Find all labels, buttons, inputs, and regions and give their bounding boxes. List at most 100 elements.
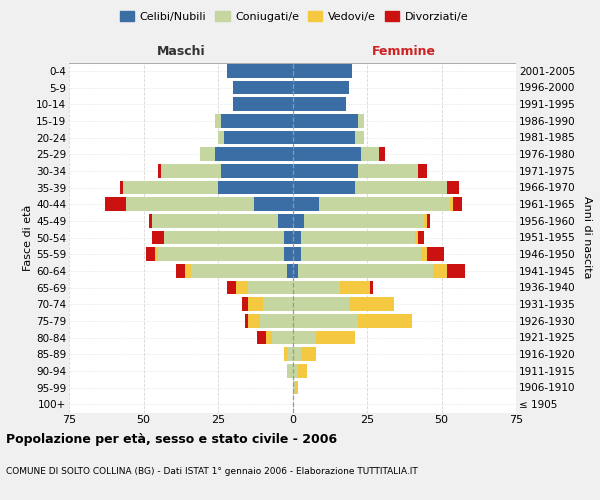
Bar (454, 198, 463, 211)
Bar (245, 314, 248, 328)
Bar (122, 180, 218, 194)
Bar (304, 214, 424, 228)
Bar (293, 164, 358, 177)
Bar (340, 280, 370, 294)
Text: Popolazione per età, sesso e stato civile - 2006: Popolazione per età, sesso e stato civil… (6, 432, 337, 446)
Bar (316, 330, 355, 344)
Bar (293, 230, 301, 244)
Text: Maschi: Maschi (157, 46, 205, 59)
Bar (293, 298, 349, 311)
Bar (295, 380, 298, 394)
Text: Femmine: Femmine (372, 46, 436, 59)
Bar (287, 264, 293, 278)
Bar (301, 348, 316, 361)
Bar (149, 214, 152, 228)
Bar (358, 114, 364, 128)
Bar (224, 130, 293, 144)
Bar (272, 330, 293, 344)
Bar (418, 230, 424, 244)
Bar (221, 114, 293, 128)
Bar (293, 330, 316, 344)
Bar (215, 148, 293, 161)
Bar (287, 348, 293, 361)
Bar (215, 114, 221, 128)
Bar (358, 164, 418, 177)
Bar (263, 298, 293, 311)
Bar (161, 164, 221, 177)
Bar (293, 314, 358, 328)
Bar (298, 364, 307, 378)
Bar (298, 264, 433, 278)
Bar (218, 130, 224, 144)
Bar (355, 180, 448, 194)
Bar (248, 280, 293, 294)
Bar (293, 280, 340, 294)
Bar (451, 198, 454, 211)
Bar (293, 64, 352, 78)
Bar (427, 214, 430, 228)
Bar (293, 380, 295, 394)
Bar (221, 164, 293, 177)
Bar (358, 314, 412, 328)
Bar (152, 230, 164, 244)
Bar (293, 348, 301, 361)
Bar (448, 264, 466, 278)
Bar (266, 330, 272, 344)
Bar (248, 298, 263, 311)
Bar (284, 248, 293, 261)
Bar (260, 314, 293, 328)
Bar (433, 264, 448, 278)
Bar (105, 198, 125, 211)
Bar (427, 248, 445, 261)
Bar (301, 248, 421, 261)
Bar (293, 98, 346, 111)
Bar (227, 64, 293, 78)
Text: COMUNE DI SOLTO COLLINA (BG) - Dati ISTAT 1° gennaio 2006 - Elaborazione TUTTITA: COMUNE DI SOLTO COLLINA (BG) - Dati ISTA… (6, 468, 418, 476)
Bar (293, 148, 361, 161)
Bar (361, 148, 379, 161)
Bar (146, 248, 155, 261)
Bar (278, 214, 293, 228)
Bar (164, 230, 284, 244)
Bar (293, 248, 301, 261)
Bar (254, 198, 293, 211)
Bar (284, 348, 287, 361)
Bar (301, 230, 415, 244)
Bar (242, 298, 248, 311)
Bar (200, 148, 215, 161)
Bar (293, 198, 319, 211)
Y-axis label: Fasce di età: Fasce di età (23, 204, 33, 270)
Bar (293, 214, 304, 228)
Bar (418, 164, 427, 177)
Bar (233, 98, 293, 111)
Bar (293, 364, 298, 378)
Bar (448, 180, 460, 194)
Bar (293, 114, 358, 128)
Bar (125, 198, 254, 211)
Bar (293, 130, 355, 144)
Bar (424, 214, 427, 228)
Bar (349, 298, 394, 311)
Bar (176, 264, 185, 278)
Bar (319, 198, 451, 211)
Bar (152, 214, 278, 228)
Bar (158, 248, 284, 261)
Bar (415, 230, 418, 244)
Bar (119, 180, 122, 194)
Bar (227, 280, 236, 294)
Bar (293, 264, 298, 278)
Bar (421, 248, 427, 261)
Bar (218, 180, 293, 194)
Bar (155, 248, 158, 261)
Bar (236, 280, 248, 294)
Bar (287, 364, 293, 378)
Y-axis label: Anni di nascita: Anni di nascita (582, 196, 592, 278)
Bar (158, 164, 161, 177)
Legend: Celibi/Nubili, Coniugati/e, Vedovi/e, Divorziati/e: Celibi/Nubili, Coniugati/e, Vedovi/e, Di… (116, 8, 472, 25)
Bar (293, 80, 349, 94)
Bar (293, 180, 355, 194)
Bar (355, 130, 364, 144)
Bar (284, 230, 293, 244)
Bar (248, 314, 260, 328)
Bar (257, 330, 266, 344)
